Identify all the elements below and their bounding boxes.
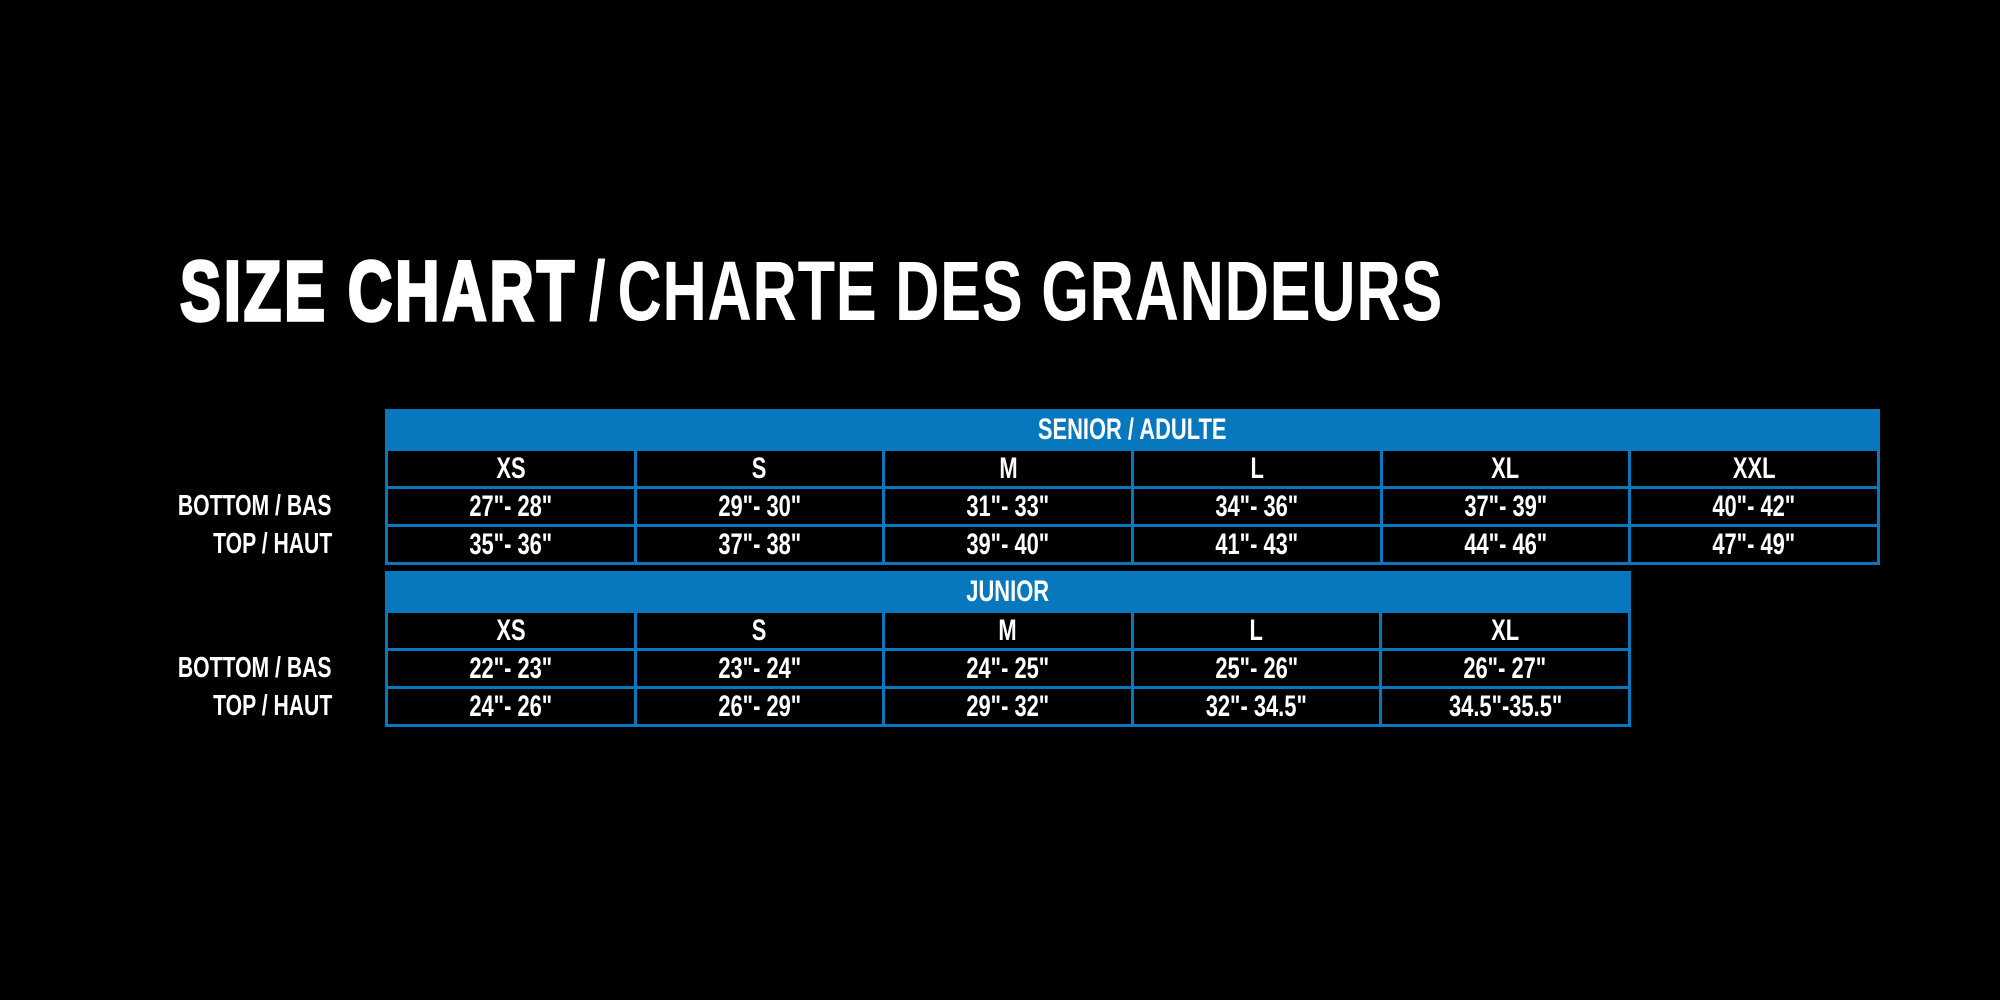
junior-size-cell-xl: XL bbox=[1382, 613, 1628, 648]
junior-size-cell-s: S bbox=[636, 613, 883, 648]
senior-size-cell-l: L bbox=[1134, 451, 1380, 486]
cell-value: 31"- 33" bbox=[966, 489, 1050, 523]
junior-top-cell-l: 32"- 34.5" bbox=[1133, 689, 1380, 724]
senior-size-cell-m: M bbox=[885, 451, 1131, 486]
title-english: SIZE CHART bbox=[179, 244, 578, 338]
junior-bottom-cell-l: 25"- 26" bbox=[1133, 651, 1380, 686]
cell-value: 34"- 36" bbox=[1215, 489, 1299, 523]
cell-value: 47"- 49" bbox=[1712, 527, 1796, 561]
senior-bottom-cell-xxl: 40"- 42" bbox=[1631, 489, 1877, 524]
senior-top-cell-s: 37"- 38" bbox=[636, 527, 883, 562]
cell-value: 23"- 24" bbox=[717, 651, 801, 685]
senior-top-cell-xl: 44"- 46" bbox=[1382, 527, 1629, 562]
cell-value: 26"- 27" bbox=[1463, 651, 1547, 685]
junior-table-title: JUNIOR bbox=[966, 575, 1050, 608]
senior-top-row-label: TOP / HAUT bbox=[100, 527, 332, 562]
junior-top-row-label: TOP / HAUT bbox=[100, 689, 332, 724]
cell-value: 37"- 39" bbox=[1464, 489, 1547, 523]
senior-size-cell-xxl: XXL bbox=[1631, 451, 1877, 486]
junior-size-cell-xs: XS bbox=[388, 613, 634, 648]
senior-bottom-cell-l: 34"- 36" bbox=[1134, 489, 1380, 524]
row-label-text: BOTTOM / BAS bbox=[178, 490, 332, 522]
junior-bottom-cell-m: 24"- 25" bbox=[885, 651, 1131, 686]
senior-size-cell-s: S bbox=[636, 451, 883, 486]
senior-top-cell-xs: 35"- 36" bbox=[388, 527, 634, 562]
junior-size-cell-m: M bbox=[885, 613, 1131, 648]
cell-value: 32"- 34.5" bbox=[1206, 689, 1308, 723]
cell-value: 27"- 28" bbox=[469, 489, 553, 523]
size-label: S bbox=[752, 451, 767, 485]
senior-bottom-row-label: BOTTOM / BAS bbox=[100, 489, 332, 524]
title-french: CHARTE DES GRANDEURS bbox=[617, 244, 1443, 338]
senior-size-table: SENIOR / ADULTE XS S M L XL XXL 27"- 28"… bbox=[385, 409, 1880, 565]
junior-bottom-row-label: BOTTOM / BAS bbox=[100, 651, 332, 686]
junior-top-cell-xs: 24"- 26" bbox=[388, 689, 634, 724]
cell-value: 34.5"-35.5" bbox=[1448, 689, 1562, 723]
cell-value: 35"- 36" bbox=[469, 527, 553, 561]
junior-top-cell-s: 26"- 29" bbox=[636, 689, 883, 724]
size-label: XL bbox=[1491, 613, 1520, 647]
senior-table-title: SENIOR / ADULTE bbox=[1038, 413, 1227, 446]
size-label: M bbox=[998, 613, 1018, 647]
junior-size-table: JUNIOR XS S M L XL 22"- 23" 23"- 24" 24"… bbox=[385, 571, 1631, 727]
title-separator: / bbox=[588, 244, 606, 338]
size-label: XS bbox=[496, 451, 526, 485]
size-label: XL bbox=[1491, 451, 1520, 485]
row-label-text: BOTTOM / BAS bbox=[178, 652, 332, 684]
cell-value: 24"- 25" bbox=[966, 651, 1050, 685]
junior-table-header-bar: JUNIOR bbox=[388, 574, 1628, 610]
senior-bottom-cell-xs: 27"- 28" bbox=[388, 489, 634, 524]
cell-value: 29"- 30" bbox=[718, 489, 801, 523]
senior-size-cell-xs: XS bbox=[388, 451, 634, 486]
cell-value: 26"- 29" bbox=[717, 689, 801, 723]
cell-value: 29"- 32" bbox=[966, 689, 1050, 723]
senior-top-cell-m: 39"- 40" bbox=[885, 527, 1131, 562]
cell-value: 24"- 26" bbox=[469, 689, 553, 723]
senior-bottom-cell-s: 29"- 30" bbox=[636, 489, 883, 524]
size-label: L bbox=[1250, 451, 1264, 485]
size-label: XS bbox=[496, 613, 526, 647]
cell-value: 25"- 26" bbox=[1215, 651, 1299, 685]
junior-bottom-cell-xs: 22"- 23" bbox=[388, 651, 634, 686]
row-label-text: TOP / HAUT bbox=[212, 528, 332, 560]
senior-bottom-cell-m: 31"- 33" bbox=[885, 489, 1131, 524]
size-label: XXL bbox=[1732, 451, 1776, 485]
size-label: L bbox=[1249, 613, 1264, 647]
senior-top-cell-l: 41"- 43" bbox=[1134, 527, 1380, 562]
junior-bottom-cell-xl: 26"- 27" bbox=[1382, 651, 1628, 686]
size-label: M bbox=[999, 451, 1018, 485]
cell-value: 40"- 42" bbox=[1712, 489, 1796, 523]
row-label-text: TOP / HAUT bbox=[212, 690, 332, 722]
cell-value: 22"- 23" bbox=[469, 651, 553, 685]
senior-top-cell-xxl: 47"- 49" bbox=[1631, 527, 1877, 562]
size-label: S bbox=[752, 613, 767, 647]
cell-value: 39"- 40" bbox=[966, 527, 1050, 561]
cell-value: 41"- 43" bbox=[1215, 527, 1299, 561]
cell-value: 37"- 38" bbox=[718, 527, 801, 561]
junior-top-cell-xl: 34.5"-35.5" bbox=[1382, 689, 1628, 724]
senior-size-cell-xl: XL bbox=[1382, 451, 1629, 486]
page-title: SIZE CHART / CHARTE DES GRANDEURS bbox=[179, 247, 1443, 335]
cell-value: 44"- 46" bbox=[1464, 527, 1547, 561]
senior-table-header-bar: SENIOR / ADULTE bbox=[388, 412, 1877, 448]
junior-top-cell-m: 29"- 32" bbox=[885, 689, 1131, 724]
senior-bottom-cell-xl: 37"- 39" bbox=[1382, 489, 1629, 524]
junior-size-cell-l: L bbox=[1133, 613, 1380, 648]
junior-bottom-cell-s: 23"- 24" bbox=[636, 651, 883, 686]
